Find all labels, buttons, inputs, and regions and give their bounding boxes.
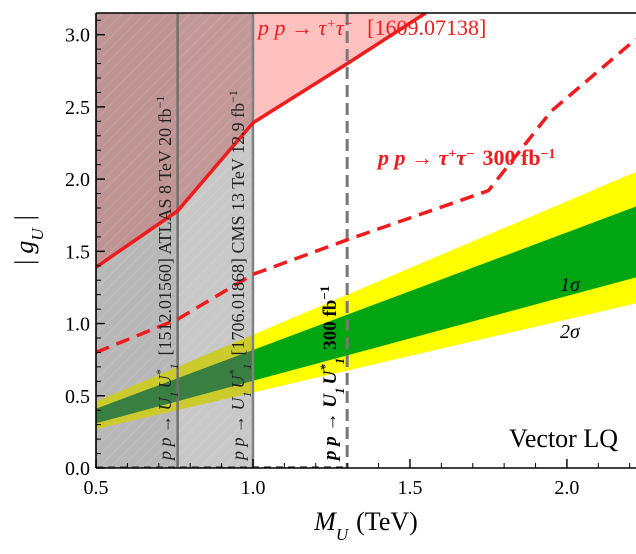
- x-tick-label: 0.5: [84, 477, 109, 499]
- atlas-label: p p → U1U*1[1512.01560] ATLAS 8 TeV 20 f…: [153, 96, 181, 462]
- y-tick-label: 0.5: [65, 386, 90, 408]
- series-tautau-300fb: [96, 37, 636, 355]
- x-tick-label: 1.0: [240, 477, 265, 499]
- y-tick-label: 1.0: [65, 314, 90, 336]
- y-tick-label: 2.5: [65, 97, 90, 119]
- y-tick-label: 2.0: [65, 169, 90, 191]
- plot-frame: [95, 12, 636, 469]
- band-2-sigma-shaded: [96, 334, 253, 429]
- band-1-sigma-shaded: [96, 349, 253, 424]
- y-tick-label: 3.0: [65, 25, 90, 47]
- x-tick-label: 2.0: [554, 477, 579, 499]
- y-axis-title: |gU|: [10, 215, 47, 265]
- tautau-current-label: p p → τ+τ− [1609.07138]: [256, 15, 486, 40]
- cms-label: p p → U1U*1[1706.01868] CMS 13 TeV 12.9 …: [226, 90, 254, 462]
- two-sigma-label: 2σ: [560, 321, 581, 343]
- x-tick-label: 1.5: [397, 477, 422, 499]
- hllhc-label: p p → U1U*1300 fb−1: [317, 286, 347, 462]
- band-1-sigma: [96, 206, 636, 424]
- x-axis-title: MU (TeV): [313, 507, 418, 544]
- series-tautau-current: [96, 13, 427, 269]
- plot-area: [96, 13, 636, 468]
- corner-label: Vector LQ: [509, 424, 618, 453]
- tautau-300-label: p p → τ+τ− 300 fb−1: [376, 145, 556, 170]
- y-tick-label: 1.5: [65, 241, 90, 263]
- axis-ticks: 0.5 1.0 1.5 2.00.00.51.01.52.02.53.0: [65, 19, 631, 499]
- one-sigma-label: 1σ: [560, 274, 581, 296]
- y-tick-label: 0.0: [65, 458, 90, 480]
